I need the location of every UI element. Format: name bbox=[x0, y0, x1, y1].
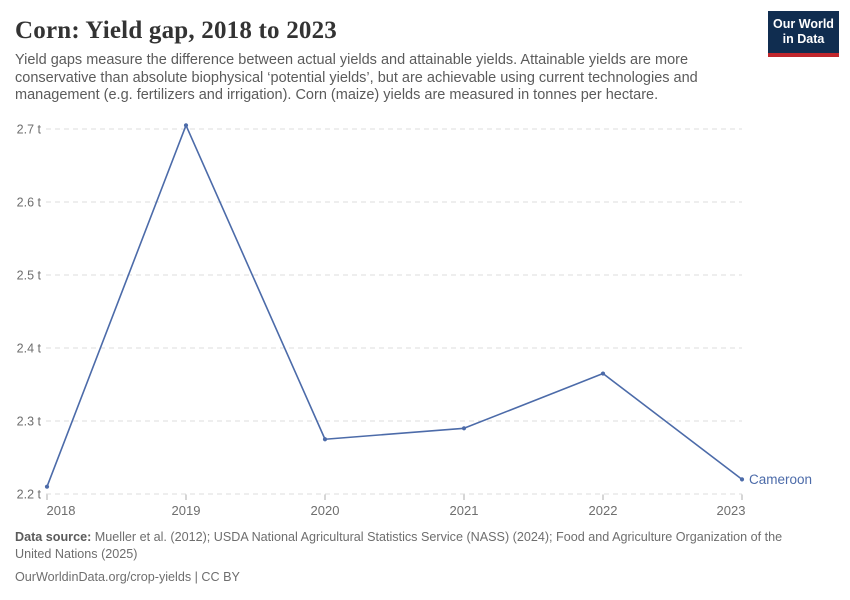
data-point-2020[interactable] bbox=[322, 437, 328, 442]
y-axis-tick-label: 2.6 t bbox=[17, 196, 42, 210]
x-axis-tick-label: 2023 bbox=[717, 503, 746, 518]
data-point-2021[interactable] bbox=[461, 426, 467, 431]
data-source-line: Data source: Mueller et al. (2012); USDA… bbox=[15, 529, 813, 563]
series-label-cameroon[interactable]: Cameroon bbox=[749, 472, 812, 487]
y-axis-tick-label: 2.3 t bbox=[17, 415, 42, 429]
data-source-text: Mueller et al. (2012); USDA National Agr… bbox=[15, 530, 783, 562]
logo-line-1: Our World bbox=[773, 17, 834, 31]
data-point-2023[interactable] bbox=[739, 477, 745, 482]
logo-line-2: in Data bbox=[782, 32, 825, 47]
chart-footer: Data source: Mueller et al. (2012); USDA… bbox=[15, 529, 813, 586]
y-axis-tick-label: 2.4 t bbox=[17, 342, 42, 356]
owid-logo[interactable]: Our World in Data bbox=[768, 11, 839, 57]
data-point-2018[interactable] bbox=[44, 484, 50, 489]
x-axis-tick-label: 2019 bbox=[172, 503, 201, 518]
x-axis-tick-label: 2018 bbox=[47, 503, 76, 518]
page-title: Corn: Yield gap, 2018 to 2023 bbox=[15, 17, 337, 44]
x-axis-tick-label: 2020 bbox=[311, 503, 340, 518]
data-point-2022[interactable] bbox=[600, 371, 606, 376]
series-line-cameroon[interactable] bbox=[46, 124, 743, 488]
data-source-label: Data source: bbox=[15, 530, 92, 544]
y-axis-tick-label: 2.7 t bbox=[17, 123, 42, 137]
y-axis-tick-label: 2.2 t bbox=[17, 488, 42, 502]
license-line[interactable]: OurWorldinData.org/crop-yields | CC BY bbox=[15, 570, 240, 585]
chart-subtitle: Yield gaps measure the difference betwee… bbox=[15, 52, 698, 104]
data-point-2019[interactable] bbox=[183, 123, 189, 128]
y-axis-tick-label: 2.5 t bbox=[17, 269, 42, 283]
x-axis-tick-label: 2021 bbox=[450, 503, 479, 518]
x-axis-tick-label: 2022 bbox=[589, 503, 618, 518]
